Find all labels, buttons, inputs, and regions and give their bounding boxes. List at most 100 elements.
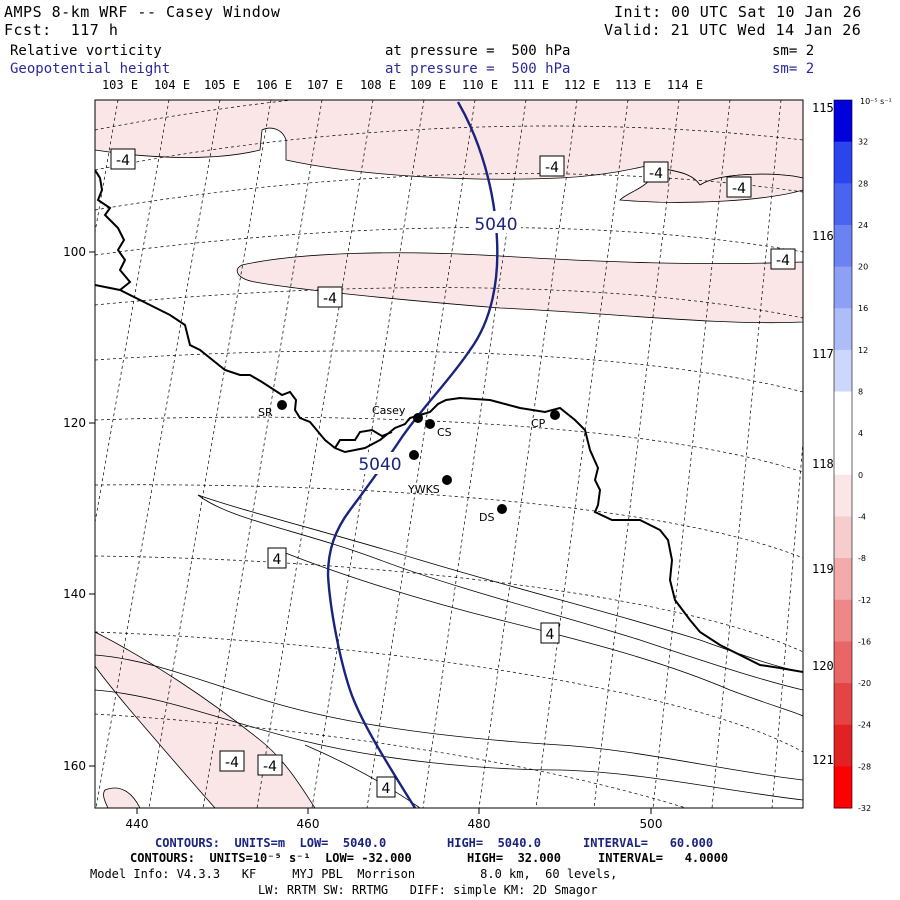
negative-vorticity-fill xyxy=(95,100,803,808)
colorbar-block xyxy=(834,100,852,143)
svg-text:-4: -4 xyxy=(225,755,239,771)
station-cp: CP xyxy=(531,410,560,430)
x-tick-label: 440 xyxy=(126,817,149,831)
title: AMPS 8-km WRF -- Casey Window xyxy=(4,3,281,21)
footer-interval-vort: INTERVAL= 4.0000 xyxy=(598,851,729,865)
svg-text:4: 4 xyxy=(382,781,391,797)
colorbar-label: -16 xyxy=(858,637,871,646)
vort-label-pos-1: 4 xyxy=(267,547,287,569)
height-label-5040-top: 5040 xyxy=(471,211,521,235)
lon-label: 112 E xyxy=(564,78,600,92)
colorbar-block xyxy=(834,641,852,684)
map-area: 5040 5040 -4 -4 -4 -4 -4 -4 -4 -4 4 4 4 xyxy=(95,100,803,808)
colorbar-label: -4 xyxy=(858,512,866,521)
map-frame xyxy=(94,99,804,809)
colorbar-label: 24 xyxy=(858,221,868,230)
svg-text:YWKS: YWKS xyxy=(407,483,440,496)
vort-label-neg-5: -4 xyxy=(770,248,796,270)
svg-text:-4: -4 xyxy=(263,759,277,775)
footer-contours-vort: CONTOURS: UNITS=10⁻⁵ s⁻¹ LOW= -32.000 xyxy=(130,851,412,865)
x-tick-label: 500 xyxy=(640,817,663,831)
svg-text:-4: -4 xyxy=(116,153,130,169)
colorbar-block xyxy=(834,683,852,726)
footer-high-vort: HIGH= 32.000 xyxy=(467,851,561,865)
lon-label: 104 E xyxy=(154,78,190,92)
colorbar-block xyxy=(834,474,852,517)
y-tick-label: 160 xyxy=(63,759,86,773)
y-axis: 100 120 140 160 xyxy=(63,245,95,773)
y-tick-label: 100 xyxy=(63,245,86,259)
x-axis: 440 460 480 500 xyxy=(126,808,663,831)
vort-label-neg-7: -4 xyxy=(219,750,245,772)
y-tick-label: 140 xyxy=(63,587,86,601)
colorbar-label: 12 xyxy=(858,346,868,355)
positive-vorticity-contours xyxy=(95,494,803,808)
graticule xyxy=(95,100,803,808)
svg-text:4: 4 xyxy=(546,627,555,643)
x-tick-label: 460 xyxy=(297,817,320,831)
contour-labels: 5040 5040 -4 -4 -4 -4 -4 -4 -4 -4 4 4 4 xyxy=(110,148,796,798)
init-time: Init: 00 UTC Sat 10 Jan 26 xyxy=(614,3,862,21)
svg-text:Casey: Casey xyxy=(372,404,406,417)
colorbar-label: 28 xyxy=(858,179,868,188)
colorbar-block xyxy=(834,599,852,642)
colorbar-block xyxy=(834,183,852,226)
lon-label: 105 E xyxy=(204,78,240,92)
field2-smoothing: sm= 2 xyxy=(772,61,815,77)
colorbar-block xyxy=(834,266,852,309)
svg-text:CS: CS xyxy=(437,426,452,439)
colorbar-label: 8 xyxy=(858,388,863,397)
vort-label-pos-3: 4 xyxy=(376,776,396,798)
vort-label-neg-2: -4 xyxy=(539,155,565,177)
colorbar-label: -20 xyxy=(858,679,871,688)
svg-text:DS: DS xyxy=(479,511,494,524)
station-cs: CS xyxy=(425,419,452,439)
colorbar-block xyxy=(834,141,852,184)
colorbar-label: 16 xyxy=(858,304,868,313)
vort-label-neg-8: -4 xyxy=(257,754,283,776)
colorbar-block xyxy=(834,349,852,393)
vort-label-neg-1: -4 xyxy=(110,148,136,170)
lon-label: 109 E xyxy=(410,78,446,92)
footer-interval-height: INTERVAL= 60.000 xyxy=(583,836,714,850)
vort-label-neg-3: -4 xyxy=(643,161,669,183)
svg-text:4: 4 xyxy=(273,552,282,568)
svg-text:-4: -4 xyxy=(732,181,746,197)
svg-text:SR: SR xyxy=(258,406,273,419)
svg-text:-4: -4 xyxy=(776,253,790,269)
top-longitude-labels: 103 E 104 E 105 E 106 E 107 E 108 E 109 … xyxy=(102,78,703,92)
coastline xyxy=(95,169,803,673)
colorbar-label: 20 xyxy=(858,263,868,272)
svg-text:-4: -4 xyxy=(545,160,559,176)
forecast-hour: Fcst: 117 h xyxy=(4,21,119,39)
field1-smoothing: sm= 2 xyxy=(772,43,815,59)
lon-label: 110 E xyxy=(462,78,498,92)
colorbar-block xyxy=(834,516,852,559)
footer-physics: LW: RRTM SW: RRTMG DIFF: simple KM: 2D S… xyxy=(258,883,598,897)
vort-label-neg-4: -4 xyxy=(726,176,752,198)
colorbar: 32 28 24 20 16 12 8 4 0 -4 -8 -12 -16 -20 -24 -28 -32 10… xyxy=(833,97,892,813)
station-ds: DS xyxy=(479,504,507,524)
stations: SR Casey CS CP YWKS DS xyxy=(258,400,560,524)
svg-text:-4: -4 xyxy=(649,166,663,182)
colorbar-label: -12 xyxy=(858,596,871,605)
field2-level: at pressure = 500 hPa xyxy=(385,61,571,77)
lon-label: 108 E xyxy=(360,78,396,92)
colorbar-units: 10⁻⁵ s⁻¹ xyxy=(860,97,892,106)
height-label-5040-bottom: 5040 xyxy=(355,452,405,475)
svg-text:5040: 5040 xyxy=(358,455,401,475)
lon-label: 103 E xyxy=(102,78,138,92)
footer-model-info: Model Info: V4.3.3 KF MYJ PBL Morrison 8… xyxy=(90,867,618,881)
colorbar-frame xyxy=(833,99,853,809)
field1-name: Relative vorticity xyxy=(10,43,162,59)
station-casey: Casey xyxy=(372,404,423,423)
colorbar-block xyxy=(834,391,852,434)
field1-level: at pressure = 500 hPa xyxy=(385,43,571,59)
vort-label-neg-6: -4 xyxy=(317,286,343,308)
y-tick-label: 120 xyxy=(63,416,86,430)
svg-text:5040: 5040 xyxy=(474,215,517,235)
colorbar-block xyxy=(834,558,852,601)
colorbar-block xyxy=(834,724,852,767)
colorbar-labels: 32 28 24 20 16 12 8 4 0 -4 -8 -12 -16 -20 -24 -28 -32 xyxy=(858,138,871,813)
station-sr: SR xyxy=(258,400,287,419)
